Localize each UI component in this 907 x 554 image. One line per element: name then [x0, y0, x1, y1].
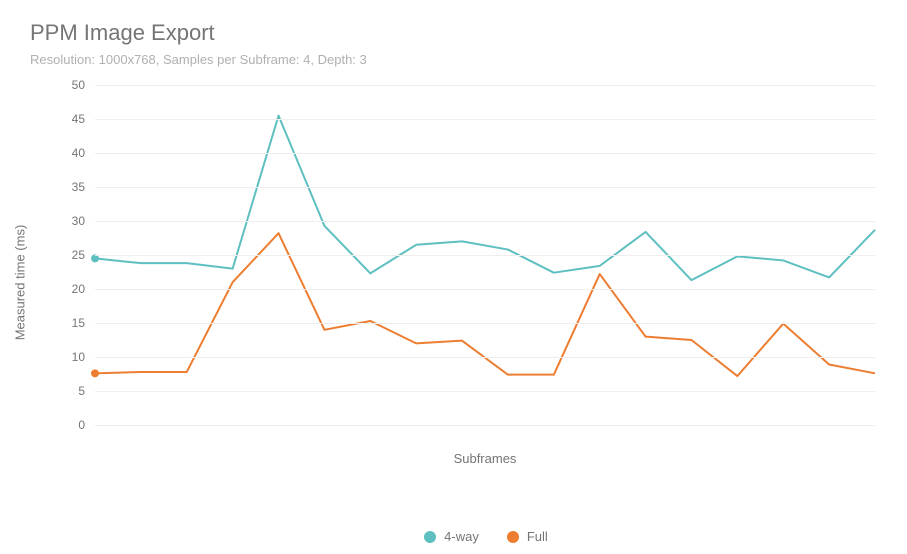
x-axis-label: Subframes [454, 451, 517, 466]
y-tick-label: 45 [72, 112, 85, 126]
y-tick-label: 0 [78, 418, 85, 432]
y-tick-label: 50 [72, 78, 85, 92]
gridline [95, 119, 875, 120]
gridline [95, 425, 875, 426]
y-tick-label: 20 [72, 282, 85, 296]
legend-item[interactable]: Full [507, 529, 548, 544]
y-tick-label: 15 [72, 316, 85, 330]
gridline [95, 221, 875, 222]
gridline [95, 153, 875, 154]
y-tick-label: 25 [72, 248, 85, 262]
plot-area: 05101520253035404550 [95, 85, 875, 425]
gridline [95, 323, 875, 324]
y-tick-label: 5 [78, 384, 85, 398]
y-tick-label: 10 [72, 350, 85, 364]
chart-container: Measured time (ms) 05101520253035404550 … [30, 85, 877, 465]
gridline [95, 391, 875, 392]
gridline [95, 187, 875, 188]
gridline [95, 255, 875, 256]
chart-title: PPM Image Export [30, 20, 877, 46]
gridline [95, 289, 875, 290]
y-axis-label: Measured time (ms) [13, 225, 28, 341]
legend-label: 4-way [444, 529, 479, 544]
y-tick-label: 40 [72, 146, 85, 160]
chart-legend: 4-way Full [30, 529, 877, 544]
y-tick-label: 35 [72, 180, 85, 194]
legend-item[interactable]: 4-way [424, 529, 479, 544]
legend-swatch [507, 531, 519, 543]
series-marker [91, 369, 99, 377]
gridline [95, 85, 875, 86]
legend-swatch [424, 531, 436, 543]
chart-subtitle: Resolution: 1000x768, Samples per Subfra… [30, 52, 877, 67]
legend-label: Full [527, 529, 548, 544]
y-tick-label: 30 [72, 214, 85, 228]
gridline [95, 357, 875, 358]
